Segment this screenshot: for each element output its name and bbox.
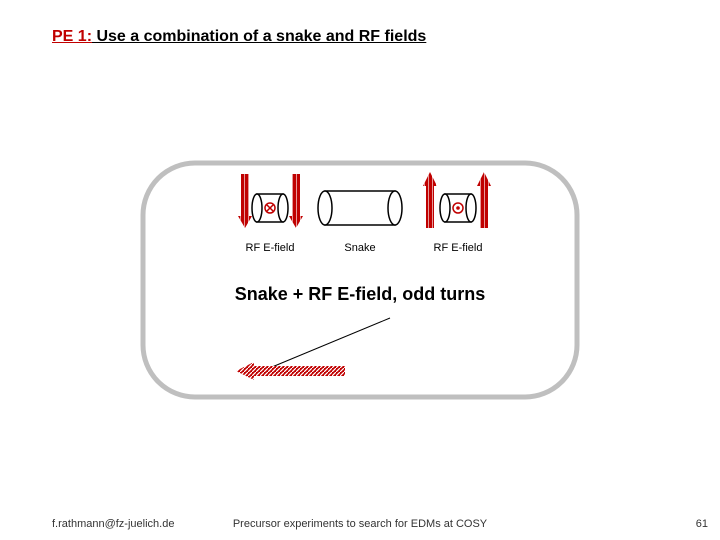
return-arrow [236,362,345,380]
ring-diagram: RF E-field Snake RF E-field Snake + RF E… [140,160,580,410]
label-snake: Snake [340,242,380,254]
snake-element [318,191,402,225]
footer-title: Precursor experiments to search for EDMs… [0,518,720,530]
rf-field-2 [440,194,476,222]
rf-field-1 [252,194,288,222]
label-rf1: RF E-field [240,242,300,254]
title-prefix: PE 1: [52,28,92,45]
label-rf2: RF E-field [428,242,488,254]
leader-line [260,318,390,372]
slide-number: 61 [696,518,708,530]
slide-title: PE 1: Use a combination of a snake and R… [52,28,426,46]
diagram-caption: Snake + RF E-field, odd turns [140,284,580,305]
title-rest: Use a combination of a snake and RF fiel… [92,28,426,45]
